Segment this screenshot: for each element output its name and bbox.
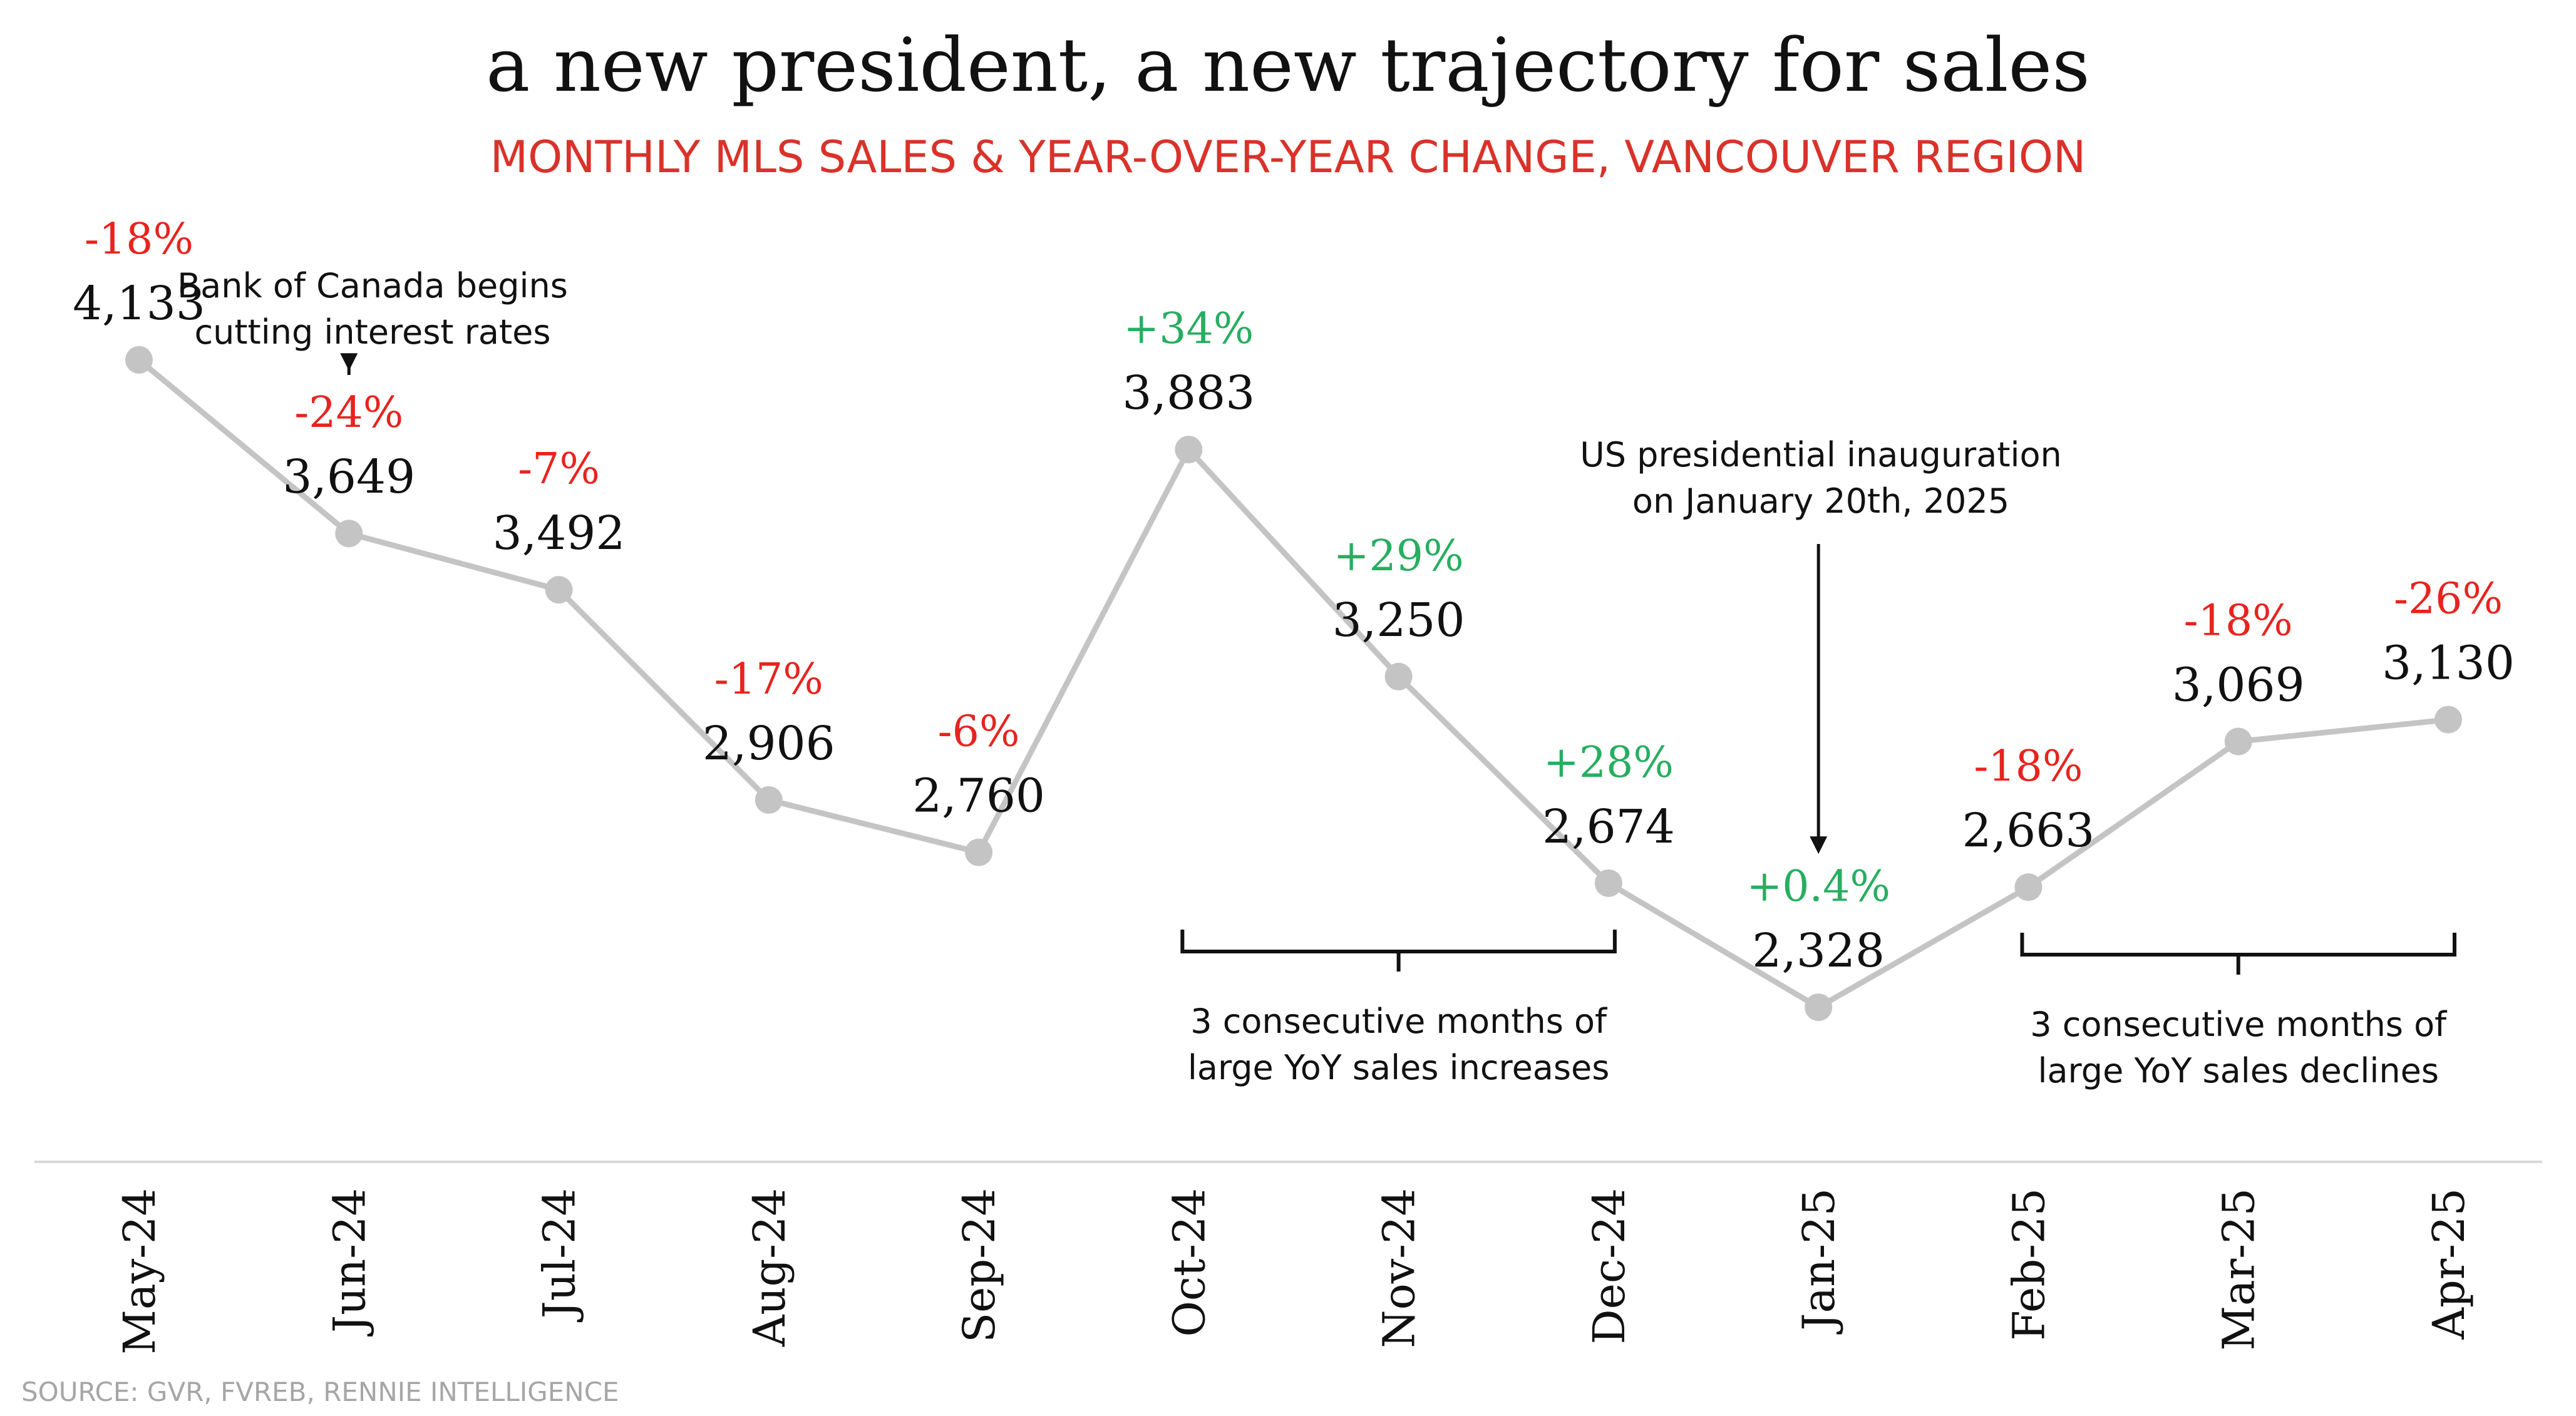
x-tick-label: Jun-24 bbox=[324, 1188, 375, 1336]
data-labels: 4,133 -18% 3,649 -24% 3,492 -7% 2,906 -17% 2,760… bbox=[73, 215, 2515, 978]
data-point-jul-24 bbox=[545, 576, 573, 604]
bracket bbox=[1180, 930, 1617, 972]
value-label: 2,760 bbox=[912, 769, 1045, 823]
x-tick-label: Apr-25 bbox=[2423, 1188, 2475, 1340]
annotation-text-line: Bank of Canada begins bbox=[177, 266, 568, 305]
yoy-change-label: +0.4% bbox=[1746, 862, 1890, 911]
source-note: SOURCE: GVR, FVREB, RENNIE INTELLIGENCE bbox=[21, 1377, 619, 1407]
yoy-change-label: +34% bbox=[1123, 304, 1254, 354]
data-point-may-24 bbox=[125, 346, 153, 374]
annotation-text-line: large YoY sales declines bbox=[2038, 1051, 2439, 1090]
sales-series bbox=[125, 346, 2462, 1022]
data-point-aug-24 bbox=[755, 786, 783, 814]
data-point-mar-25 bbox=[2224, 727, 2252, 756]
x-tick-label: Sep-24 bbox=[954, 1188, 1005, 1343]
value-label: 3,069 bbox=[2172, 659, 2305, 712]
yoy-change-label: -24% bbox=[294, 388, 403, 438]
yoy-change-label: -17% bbox=[714, 655, 823, 704]
x-axis-ticks: May-24 Jun-24 Jul-24 Aug-24 Sep-24 Oct-24 Nov-… bbox=[114, 1188, 2475, 1355]
yoy-change-label: -7% bbox=[518, 444, 600, 494]
data-point-oct-24 bbox=[1175, 436, 1203, 464]
data-point-jan-25 bbox=[1805, 993, 1833, 1022]
yoy-change-label: -18% bbox=[1974, 742, 2083, 791]
data-point-sep-24 bbox=[965, 838, 993, 866]
value-label: 2,674 bbox=[1542, 800, 1675, 854]
x-tick-label: Feb-25 bbox=[2003, 1188, 2054, 1341]
yoy-change-label: -18% bbox=[2184, 597, 2293, 646]
yoy-change-label: -26% bbox=[2394, 575, 2503, 624]
x-tick-label: Nov-24 bbox=[1374, 1188, 1425, 1348]
data-point-feb-25 bbox=[2014, 873, 2043, 901]
value-label: 3,649 bbox=[282, 450, 415, 504]
annotation-text-line: 3 consecutive months of bbox=[1190, 1002, 1608, 1041]
value-label: 3,492 bbox=[493, 506, 626, 560]
sales-line bbox=[137, 357, 2449, 1010]
annotation-2: US presidential inauguration on January 2… bbox=[1580, 435, 2062, 854]
annotation-4: 3 consecutive months of large YoY sales d… bbox=[2020, 933, 2456, 1090]
data-point-apr-25 bbox=[2434, 705, 2462, 734]
value-label: 3,883 bbox=[1122, 366, 1255, 420]
annotation-text-line: large YoY sales increases bbox=[1188, 1048, 1610, 1087]
x-tick-label: Oct-24 bbox=[1163, 1188, 1215, 1336]
annotation-text-line: cutting interest rates bbox=[194, 312, 550, 352]
annotation-1: Bank of Canada begins cutting interest ra… bbox=[177, 266, 568, 375]
value-label: 3,250 bbox=[1332, 593, 1465, 647]
x-tick-label: Mar-25 bbox=[2213, 1188, 2265, 1351]
x-tick-label: Jan-25 bbox=[1793, 1188, 1845, 1335]
value-label: 2,328 bbox=[1752, 924, 1885, 978]
yoy-change-label: -6% bbox=[938, 707, 1020, 757]
annotation-3: 3 consecutive months of large YoY sales i… bbox=[1180, 930, 1617, 1087]
x-tick-label: Aug-24 bbox=[744, 1188, 795, 1347]
value-label: 2,906 bbox=[703, 717, 835, 771]
annotation-text-line: 3 consecutive months of bbox=[2030, 1005, 2448, 1044]
chart-title: a new president, a new trajectory for sa… bbox=[486, 22, 2090, 108]
data-point-nov-24 bbox=[1384, 662, 1413, 690]
data-point-jun-24 bbox=[335, 520, 363, 548]
yoy-change-label: +28% bbox=[1543, 738, 1674, 788]
x-tick-label: Dec-24 bbox=[1584, 1188, 1635, 1344]
value-label: 3,130 bbox=[2382, 637, 2515, 690]
value-label: 2,663 bbox=[1962, 804, 2095, 858]
annotation-text-line: on January 20th, 2025 bbox=[1632, 481, 2009, 521]
x-tick-label: May-24 bbox=[114, 1188, 165, 1355]
x-tick-label: Jul-24 bbox=[534, 1188, 585, 1322]
data-point-dec-24 bbox=[1594, 869, 1622, 897]
chart-subtitle: MONTHLY MLS SALES & YEAR-OVER-YEAR CHANG… bbox=[490, 131, 2086, 183]
value-label: 4,133 bbox=[73, 277, 205, 331]
yoy-change-label: +29% bbox=[1334, 531, 1464, 581]
bracket bbox=[2020, 933, 2456, 975]
annotation-text-line: US presidential inauguration bbox=[1580, 435, 2062, 475]
yoy-change-label: -18% bbox=[85, 215, 193, 264]
annotations-layer: Bank of Canada begins cutting interest ra… bbox=[177, 266, 2456, 1090]
annotation-arrow-head bbox=[340, 353, 358, 371]
annotation-arrow-head bbox=[1810, 836, 1828, 854]
